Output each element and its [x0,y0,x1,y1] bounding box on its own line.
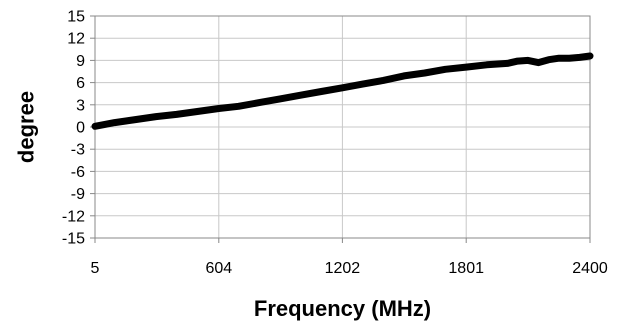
series-line-0 [91,52,594,130]
y-tick-label: 15 [67,9,85,26]
x-axis-title: Frequency (MHz) [254,296,431,321]
y-tick-label: 0 [76,120,85,137]
y-tick-label: -12 [62,208,85,225]
y-tick-label: 3 [76,97,85,114]
grid-lines [94,15,591,239]
y-tick-label: -9 [71,186,85,203]
y-axis-title: degree [14,91,39,163]
y-tick-label: -15 [62,231,85,248]
y-tick-label: -6 [71,164,85,181]
y-tick-label: 12 [67,31,85,48]
series-layer [91,52,594,130]
y-axis-ticks: -15 -12 -9 -6 -3 0 3 6 9 12 15 [62,9,95,248]
x-tick-label: 604 [205,260,232,277]
x-axis-ticks: 5 604 1202 1801 2400 [91,238,608,277]
x-tick-label: 5 [91,260,100,277]
y-tick-label: 6 [76,75,85,92]
x-tick-label: 1202 [325,260,361,277]
x-tick-label: 1801 [448,260,484,277]
y-tick-label: 9 [76,53,85,70]
x-tick-label: 2400 [572,260,608,277]
y-tick-label: -3 [71,142,85,159]
